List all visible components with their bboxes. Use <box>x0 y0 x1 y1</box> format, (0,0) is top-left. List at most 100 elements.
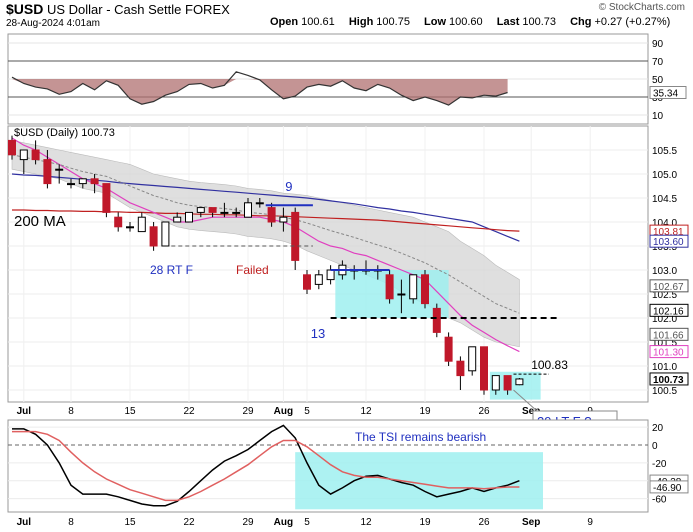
candle-body <box>31 149 40 161</box>
tsi-x-tick-label: 15 <box>124 517 136 528</box>
candle-body <box>385 274 394 300</box>
x-tick-label: 15 <box>124 406 136 417</box>
brand-link[interactable]: © StockCharts.com <box>598 2 685 13</box>
x-tick-label: 22 <box>183 406 195 417</box>
price-level-label: 100.73 <box>653 375 684 386</box>
tsi-value-label: -46.90 <box>653 483 682 494</box>
candle-body <box>491 375 500 391</box>
tsi-tick-label: 0 <box>652 441 658 452</box>
candle-body <box>19 149 28 161</box>
x-tick-label: Jul <box>17 406 32 417</box>
x-tick-label: Aug <box>274 406 293 417</box>
tsi-x-tick-label: Sep <box>522 517 540 528</box>
candle-body <box>255 202 264 205</box>
price-tick-label: 104.5 <box>652 194 677 205</box>
x-tick-label: 8 <box>68 406 74 417</box>
candle-body <box>244 202 252 218</box>
price-tick-label: 102.5 <box>652 290 677 301</box>
candle-body <box>279 216 288 223</box>
tsi-x-tick-label: 29 <box>242 517 254 528</box>
tsi-x-tick-label: Jul <box>17 517 32 528</box>
candle-body <box>326 269 335 281</box>
x-tick-label: 29 <box>242 406 254 417</box>
low-value: 100.60 <box>449 16 483 28</box>
candle-body <box>314 274 323 285</box>
candle-body <box>43 159 52 185</box>
price-tick-label: 101.0 <box>652 362 677 373</box>
candle-body <box>220 211 229 214</box>
candle-body <box>480 346 488 391</box>
candle-body <box>291 211 300 261</box>
rsi-tick-label: 50 <box>652 75 664 86</box>
rsi-oversold-fill <box>12 79 508 106</box>
candle-body <box>67 183 75 186</box>
tsi-x-tick-label: 8 <box>68 517 74 528</box>
candle-body <box>303 274 311 290</box>
candle-body <box>126 226 134 229</box>
candle-body <box>456 360 465 377</box>
candle-body <box>102 183 111 213</box>
high-label: High <box>348 16 374 28</box>
count9-label: 9 <box>285 179 292 194</box>
rsi-value-label: 35.34 <box>653 89 678 100</box>
exchange: FOREX <box>185 2 230 17</box>
price-level-box <box>649 303 689 317</box>
chart-date: 28-Aug-2024 4:01am <box>6 18 100 29</box>
moving-average-line <box>12 209 520 232</box>
open-label: Open <box>270 16 299 28</box>
ohlc-readout: Open 100.61 High 100.75 Low 100.60 Last 100.… <box>270 16 670 28</box>
last-label: Last <box>496 16 520 28</box>
last-value: 100.73 <box>522 16 557 28</box>
tsi-x-tick-label: Aug <box>274 517 293 528</box>
candle-body <box>185 211 193 223</box>
rsi-tick-label: 90 <box>652 39 664 50</box>
candle-body <box>90 178 99 185</box>
candle-body <box>173 216 182 223</box>
candle-body <box>515 378 524 386</box>
rsi-line <box>11 71 508 106</box>
x-tick-label: Sep <box>522 406 540 417</box>
price-level-label: 101.66 <box>653 330 684 341</box>
x-tick-label: 26 <box>478 406 490 417</box>
candle-body <box>55 168 64 171</box>
rsi-tick-label: 10 <box>652 111 664 122</box>
price-tick-label: 105.5 <box>652 146 677 157</box>
tsi-line <box>12 430 520 502</box>
price-level-label: 102.67 <box>653 282 684 293</box>
price-panel-title: $USD (Daily) 100.73 <box>14 127 115 139</box>
failed-label: Failed <box>236 263 269 277</box>
price-level-box <box>649 372 689 386</box>
count13-label: 13 <box>311 326 325 341</box>
high-value: 100.75 <box>376 16 410 28</box>
price-level-box <box>649 327 689 341</box>
tsi-x-tick-label: 5 <box>304 517 310 528</box>
tsi-tick-label: 20 <box>652 423 664 434</box>
candle-body <box>232 211 241 214</box>
price-level-box <box>649 279 689 293</box>
candle-body <box>149 226 158 247</box>
price-level-box <box>649 234 689 248</box>
tsi-x-tick-label: 12 <box>360 517 372 528</box>
candle-body <box>208 207 217 213</box>
candle-body <box>421 274 429 305</box>
price-tick-label: 100.5 <box>652 386 677 397</box>
candle-body <box>397 293 406 296</box>
tsi-x-tick-label: 26 <box>478 517 490 528</box>
rsi-tick-label: 70 <box>652 57 664 68</box>
price-tick-label: 102.0 <box>652 314 677 325</box>
price-tick-label: 101.5 <box>652 338 677 349</box>
tsi-bearish-box <box>295 452 543 510</box>
candle-body <box>468 346 477 372</box>
x-tick-label: 12 <box>360 406 372 417</box>
tsi-line <box>12 424 520 507</box>
level-label: 100.83 <box>531 358 568 372</box>
price-level-box <box>649 345 689 359</box>
candle-body <box>432 307 441 333</box>
instrument-name: US Dollar - Cash Settle <box>46 2 182 17</box>
candle-body <box>196 207 205 213</box>
chg-value: +0.27 (+0.27%) <box>594 16 671 28</box>
price-level-label: 103.60 <box>653 237 684 248</box>
candle-body <box>444 336 453 362</box>
